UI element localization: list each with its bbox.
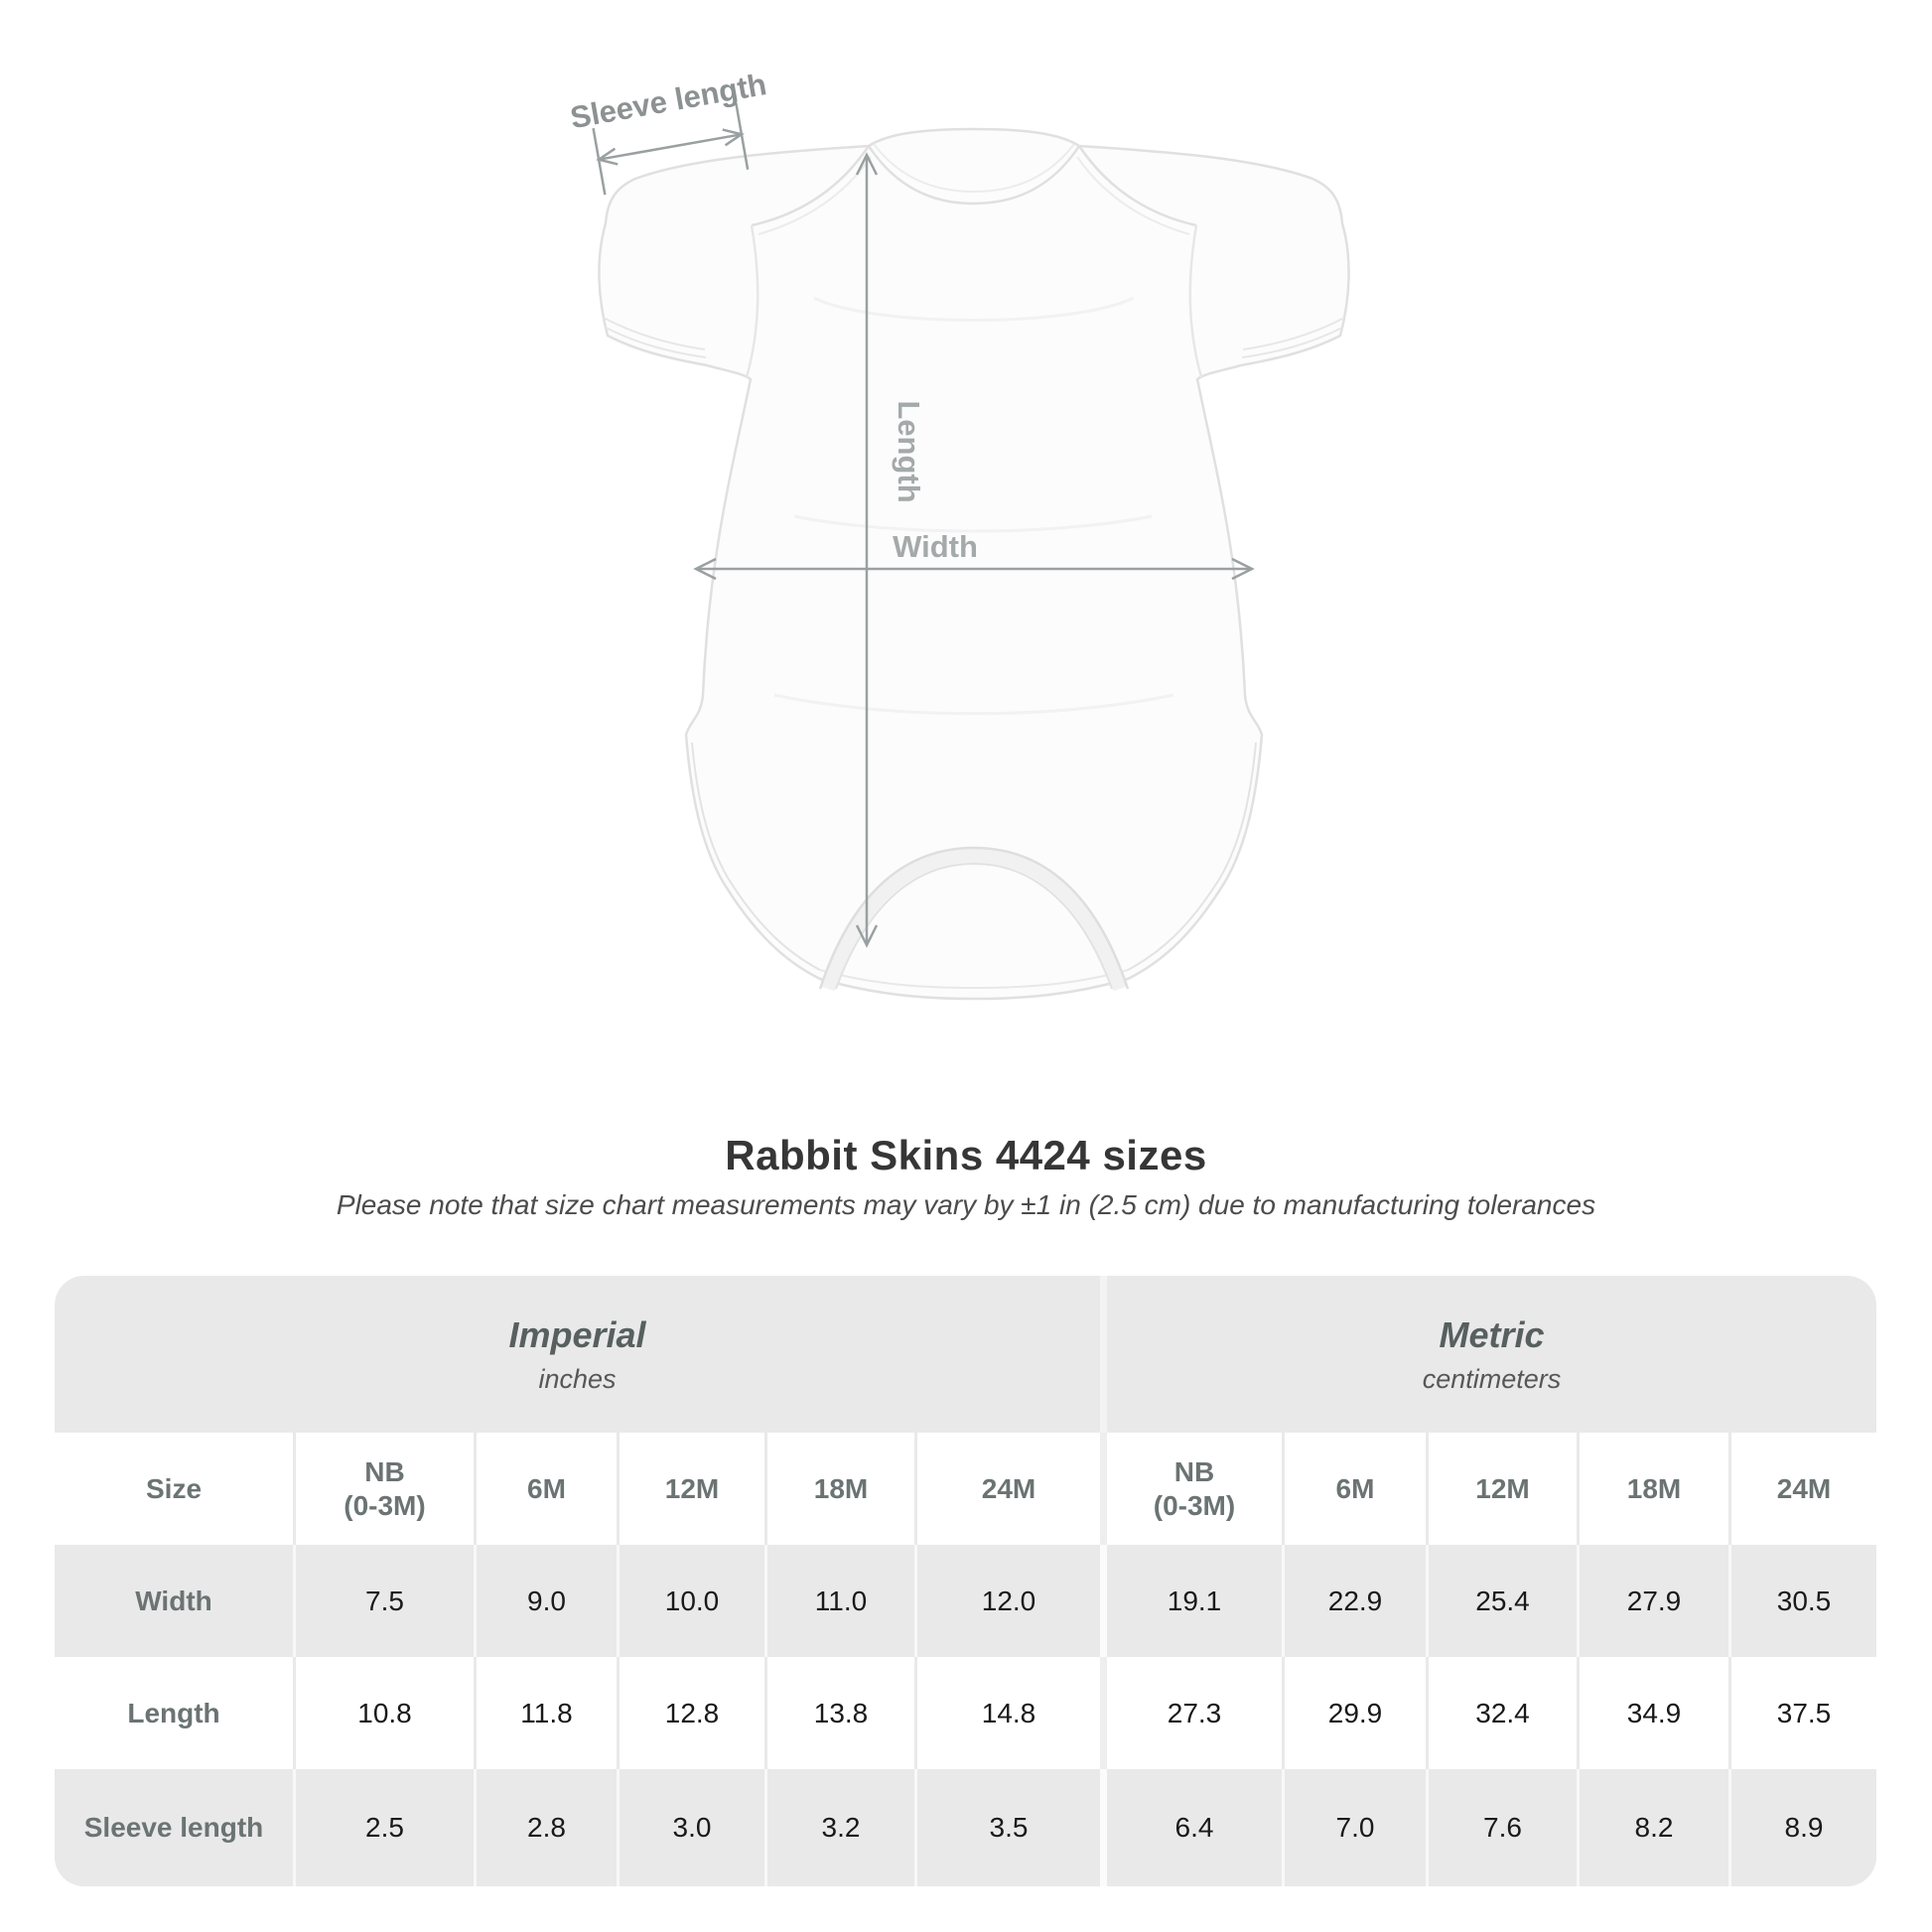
length-arrow: [855, 152, 879, 948]
length-label: Length: [892, 400, 926, 502]
size-header-imperial-6m: 6M: [474, 1433, 617, 1545]
sleeve-imperial-24m: 3.5: [914, 1769, 1100, 1886]
size-table: Imperial inches Metric centimeters Size …: [55, 1276, 1876, 1886]
size-header-metric-24m: 24M: [1728, 1433, 1876, 1545]
sleeve-imperial-12m: 3.0: [617, 1769, 764, 1886]
size-header-imperial-24m: 24M: [914, 1433, 1100, 1545]
sleeve-metric-24m: 8.9: [1728, 1769, 1876, 1886]
length-metric-nb: 27.3: [1100, 1657, 1282, 1769]
sleeve-metric-6m: 7.0: [1282, 1769, 1426, 1886]
width-metric-nb: 19.1: [1100, 1545, 1282, 1657]
length-metric-24m: 37.5: [1728, 1657, 1876, 1769]
size-header-imperial-12m: 12M: [617, 1433, 764, 1545]
size-header-imperial-nb: NB (0-3M): [293, 1433, 474, 1545]
size-header-metric-6m: 6M: [1282, 1433, 1426, 1545]
sleeve-metric-18m: 8.2: [1577, 1769, 1728, 1886]
sleeve-length-arrow: [592, 102, 750, 196]
onesie-measurement-diagram: Sleeve length Length Width: [568, 67, 1350, 1001]
length-imperial-18m: 13.8: [764, 1657, 914, 1769]
crotch-flap: [818, 846, 1130, 992]
size-header-label: NB: [364, 1456, 405, 1488]
width-imperial-nb: 7.5: [293, 1545, 474, 1657]
length-imperial-nb: 10.8: [293, 1657, 474, 1769]
page-subtitle: Please note that size chart measurements…: [336, 1189, 1596, 1220]
imperial-group-title: Imperial: [508, 1313, 646, 1355]
onesie-silhouette: [598, 127, 1350, 1001]
length-metric-18m: 34.9: [1577, 1657, 1728, 1769]
length-metric-6m: 29.9: [1282, 1657, 1426, 1769]
size-header-label: NB: [1173, 1456, 1215, 1488]
size-header-sublabel: (0-3M): [344, 1489, 426, 1521]
sleeve-metric-nb: 6.4: [1100, 1769, 1282, 1886]
row-label-sleeve-length: Sleeve length: [55, 1769, 293, 1886]
width-imperial-6m: 9.0: [474, 1545, 617, 1657]
width-imperial-18m: 11.0: [764, 1545, 914, 1657]
width-imperial-24m: 12.0: [914, 1545, 1100, 1657]
sleeve-imperial-18m: 3.2: [764, 1769, 914, 1886]
leg-binding: [691, 742, 1257, 990]
unit-group-imperial: Imperial inches: [55, 1276, 1100, 1433]
width-metric-24m: 30.5: [1728, 1545, 1876, 1657]
size-header-metric-18m: 18M: [1577, 1433, 1728, 1545]
imperial-group-unit: inches: [538, 1363, 617, 1394]
measurement-lines: [592, 102, 1255, 948]
length-imperial-24m: 14.8: [914, 1657, 1100, 1769]
lap-shoulder-seams: [745, 145, 1203, 378]
page-title: Rabbit Skins 4424 sizes: [725, 1132, 1207, 1178]
length-imperial-12m: 12.8: [617, 1657, 764, 1769]
sleeve-imperial-nb: 2.5: [293, 1769, 474, 1886]
row-label-width: Width: [55, 1545, 293, 1657]
sleeve-metric-12m: 7.6: [1426, 1769, 1577, 1886]
size-header-sublabel: (0-3M): [1153, 1489, 1236, 1521]
width-imperial-12m: 10.0: [617, 1545, 764, 1657]
row-label-length: Length: [55, 1657, 293, 1769]
fabric-wrinkles: [773, 296, 1174, 716]
width-metric-18m: 27.9: [1577, 1545, 1728, 1657]
unit-group-metric: Metric centimeters: [1100, 1276, 1876, 1433]
sleeve-cuffs: [603, 317, 1345, 358]
metric-group-unit: centimeters: [1422, 1363, 1562, 1394]
size-column-header: Size: [55, 1433, 293, 1545]
collar-band: [867, 143, 1081, 206]
width-metric-12m: 25.4: [1426, 1545, 1577, 1657]
size-header-imperial-18m: 18M: [764, 1433, 914, 1545]
sleeve-imperial-6m: 2.8: [474, 1769, 617, 1886]
width-metric-6m: 22.9: [1282, 1545, 1426, 1657]
size-header-metric-nb: NB (0-3M): [1100, 1433, 1282, 1545]
width-label: Width: [893, 529, 978, 564]
length-metric-12m: 32.4: [1426, 1657, 1577, 1769]
size-header-metric-12m: 12M: [1426, 1433, 1577, 1545]
length-imperial-6m: 11.8: [474, 1657, 617, 1769]
metric-group-title: Metric: [1439, 1313, 1545, 1355]
width-arrow: [693, 557, 1255, 581]
